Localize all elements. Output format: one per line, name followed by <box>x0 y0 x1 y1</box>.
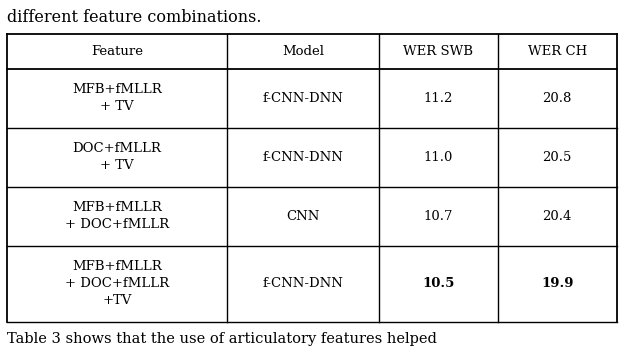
Text: CNN: CNN <box>286 210 319 223</box>
Text: Table 3 shows that the use of articulatory features helped: Table 3 shows that the use of articulato… <box>7 332 437 346</box>
Text: 20.4: 20.4 <box>542 210 572 223</box>
Text: 20.8: 20.8 <box>542 91 572 105</box>
Text: 11.0: 11.0 <box>424 151 453 164</box>
Text: WER SWB: WER SWB <box>403 45 474 58</box>
Text: 19.9: 19.9 <box>541 277 573 290</box>
Text: different feature combinations.: different feature combinations. <box>7 9 262 26</box>
Text: MFB+fMLLR
+ DOC+fMLLR: MFB+fMLLR + DOC+fMLLR <box>65 201 169 231</box>
Text: f-CNN-DNN: f-CNN-DNN <box>263 277 343 290</box>
Text: 10.5: 10.5 <box>422 277 454 290</box>
Text: Model: Model <box>282 45 324 58</box>
Text: Feature: Feature <box>91 45 143 58</box>
Text: MFB+fMLLR
+ TV: MFB+fMLLR + TV <box>72 83 162 113</box>
Text: f-CNN-DNN: f-CNN-DNN <box>263 151 343 164</box>
Text: WER CH: WER CH <box>527 45 587 58</box>
Text: 20.5: 20.5 <box>542 151 572 164</box>
Text: MFB+fMLLR
+ DOC+fMLLR
+TV: MFB+fMLLR + DOC+fMLLR +TV <box>65 261 169 308</box>
Text: 11.2: 11.2 <box>424 91 453 105</box>
Text: 10.7: 10.7 <box>424 210 453 223</box>
Text: DOC+fMLLR
+ TV: DOC+fMLLR + TV <box>72 142 162 172</box>
Text: f-CNN-DNN: f-CNN-DNN <box>263 91 343 105</box>
